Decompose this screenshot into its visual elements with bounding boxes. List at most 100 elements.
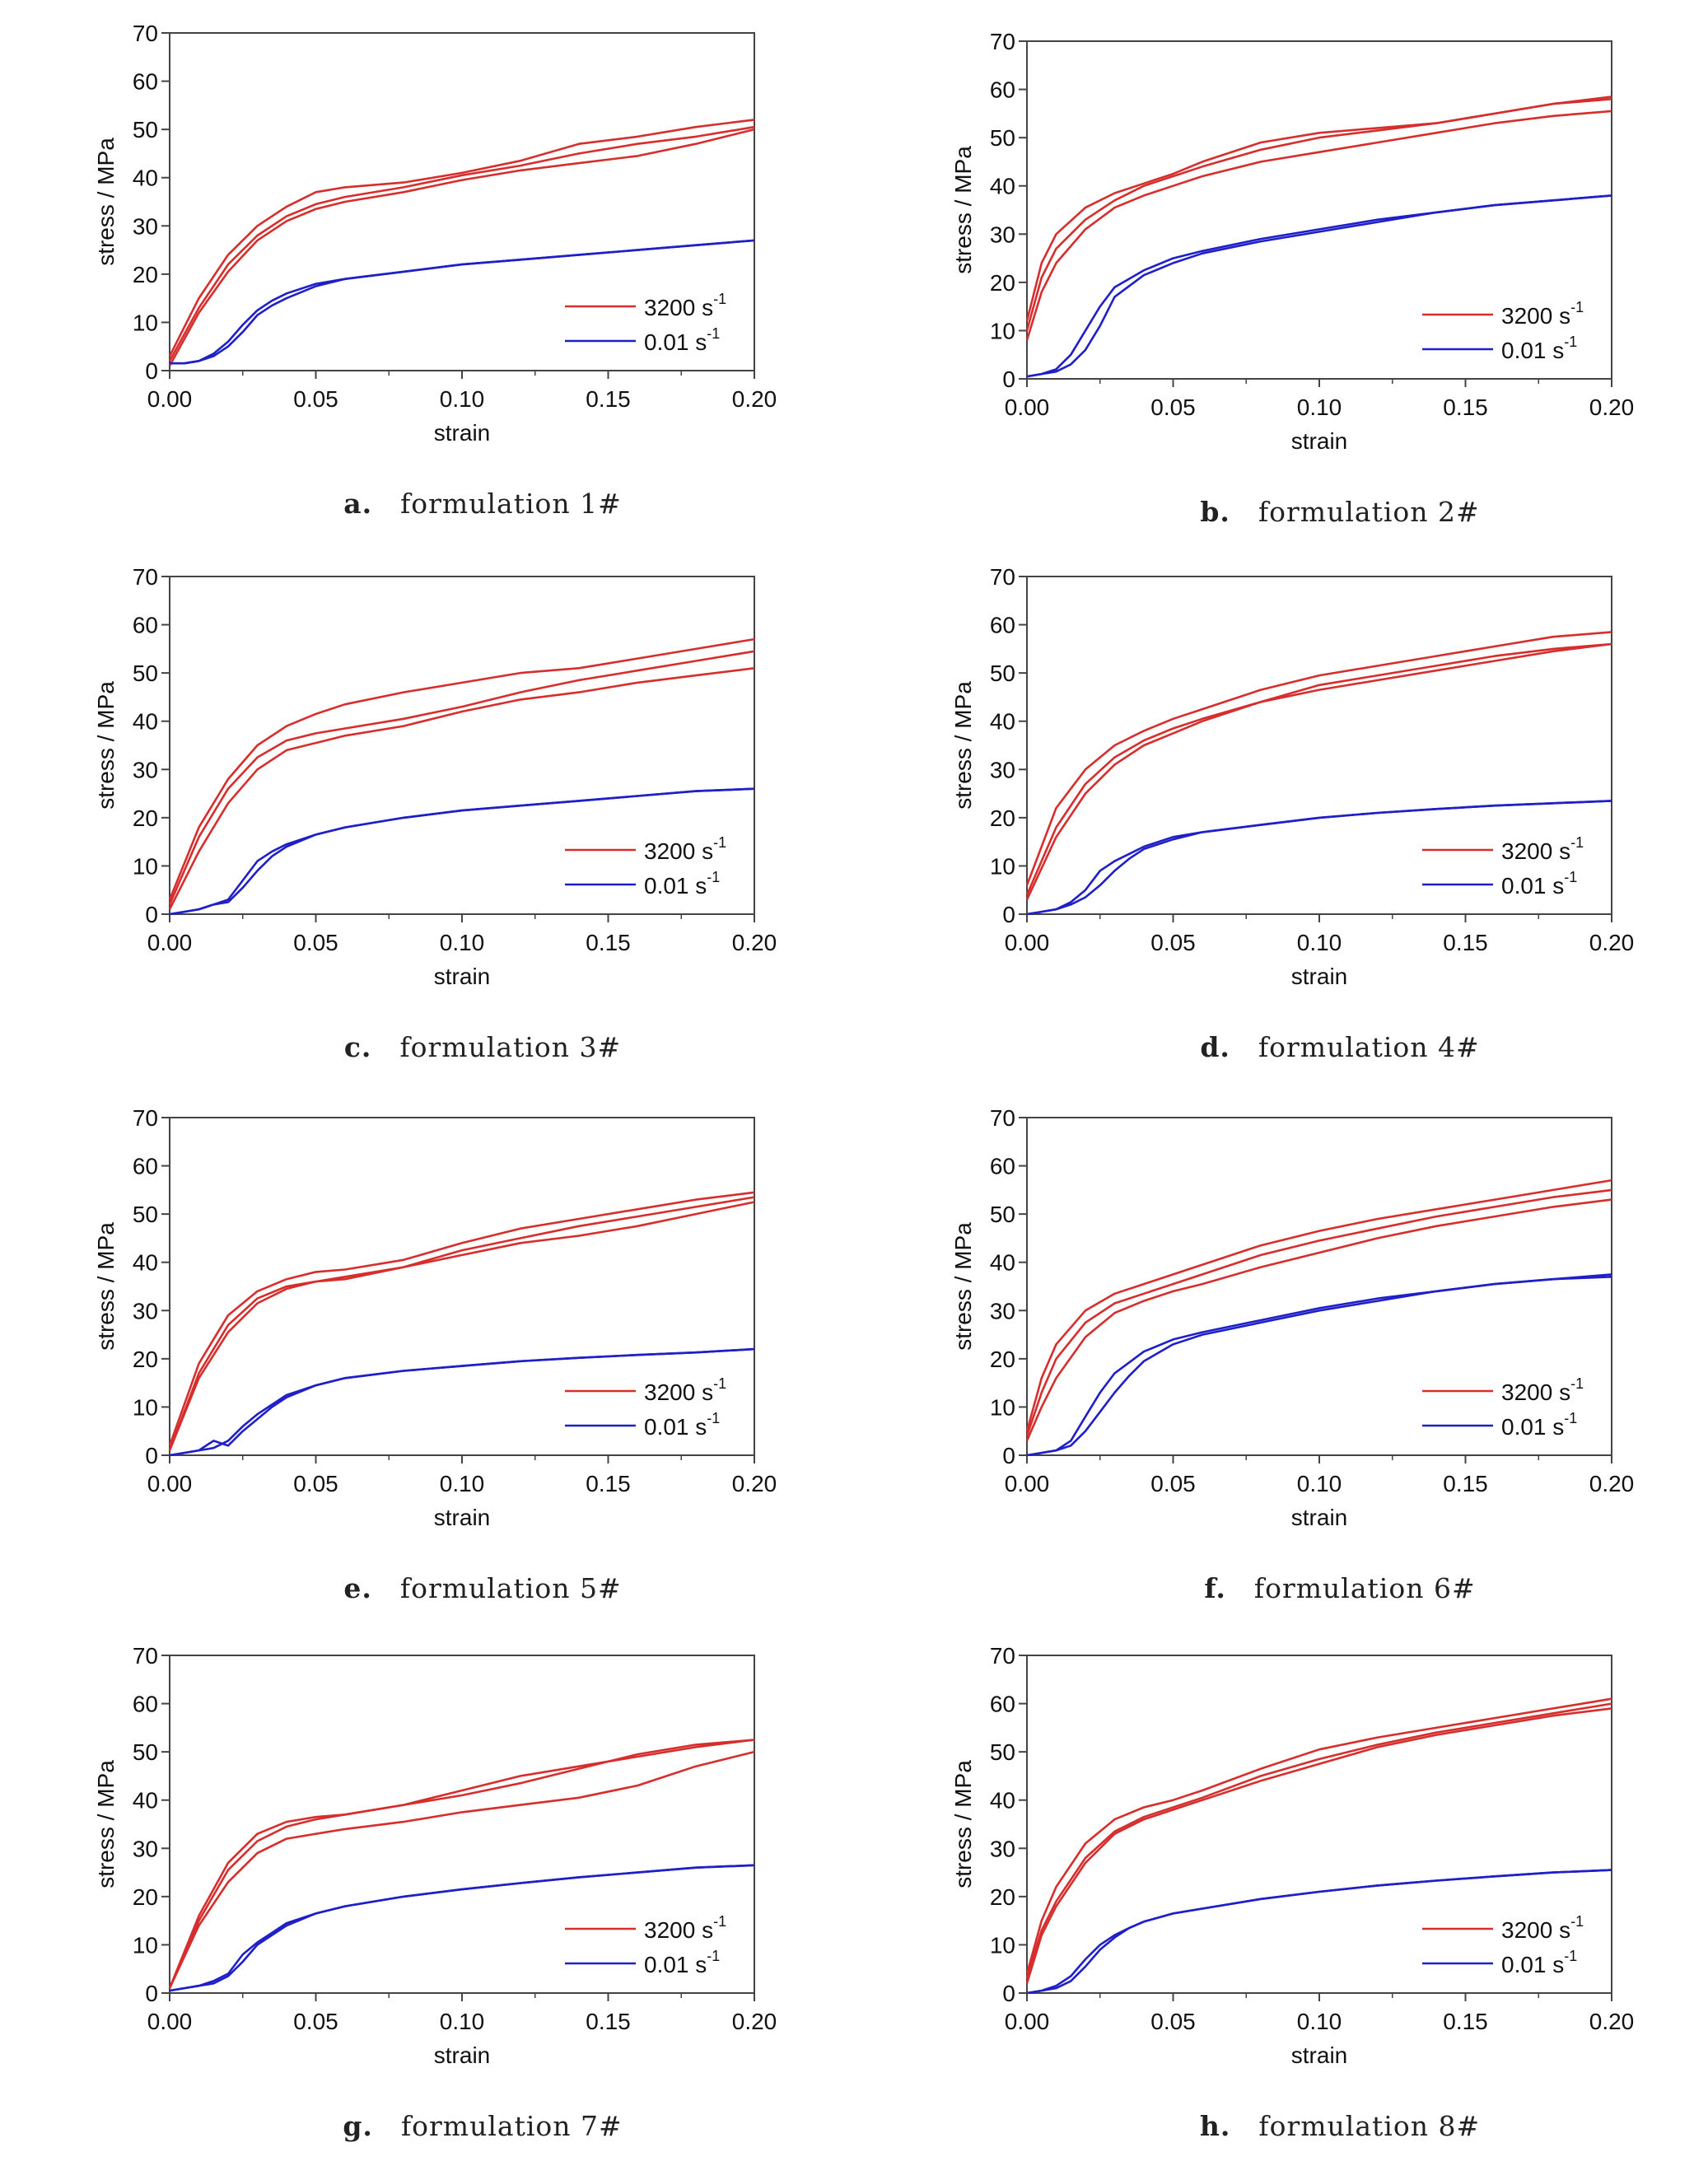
legend-label: 0.01 s-1: [1501, 1410, 1577, 1440]
legend-exponent: -1: [713, 834, 726, 851]
caption-letter: e.: [343, 1572, 372, 1604]
legend-exponent: -1: [707, 869, 720, 885]
y-tick-label: 60: [133, 1692, 158, 1717]
x-tick-label: 0.00: [1005, 930, 1050, 955]
x-tick-label: 0.20: [732, 1471, 777, 1496]
chart-panel-f: 0.00 0.05 0.10 0.15 0.20 0 10 20 30 40 50 60 70 strai…: [936, 1101, 1708, 1628]
y-tick-label: 20: [990, 270, 1015, 296]
panel-caption: b. formulation 2#: [936, 496, 1708, 528]
y-tick-label: 20: [133, 262, 158, 287]
y-axis-label: stress / MPa: [93, 1222, 119, 1351]
y-tick-label: 50: [990, 1202, 1015, 1227]
y-tick-label: 10: [990, 1932, 1015, 1958]
series-line-high-rate: [1025, 1179, 1612, 1432]
legend-label: 3200 s-1: [644, 1913, 726, 1943]
y-tick-label: 60: [133, 69, 158, 95]
y-tick-label: 60: [133, 613, 158, 638]
y-axis-label: stress / MPa: [93, 1760, 119, 1888]
chart-svg: 0.00 0.05 0.10 0.15 0.20 0 10 20 30 40 50 60 70 strai…: [950, 1643, 1634, 2068]
y-tick-label: 0: [1002, 902, 1015, 927]
legend-exponent: -1: [713, 291, 726, 307]
y-tick-label: 70: [990, 564, 1015, 590]
y-tick-label: 60: [990, 1154, 1015, 1179]
y-tick-label: 0: [145, 902, 158, 927]
legend-exponent: -1: [707, 325, 720, 342]
legend-label: 0.01 s-1: [644, 869, 720, 899]
series-line-low-rate: [1026, 800, 1612, 916]
y-tick-label: 70: [990, 1643, 1015, 1669]
x-tick-label: 0.15: [1443, 2009, 1488, 2034]
series-line-low-rate: [169, 787, 755, 916]
x-tick-label: 0.05: [293, 1471, 338, 1496]
series-line-high-rate: [168, 1201, 755, 1451]
series-line-high-rate: [168, 1191, 755, 1446]
series-line-high-rate: [168, 1750, 755, 1989]
x-tick-label: 0.05: [1150, 2009, 1196, 2034]
x-tick-label: 0.00: [1005, 2009, 1050, 2034]
y-tick-label: 20: [133, 1347, 158, 1372]
chart-panel-a: 0.00 0.05 0.10 0.15 0.20 0 10 20 30 40 50 60 70 strai…: [79, 16, 886, 544]
y-tick-label: 0: [145, 358, 158, 384]
chart-panel-h: 0.00 0.05 0.10 0.15 0.20 0 10 20 30 40 50 60 70 strai…: [936, 1639, 1708, 2166]
panel-caption: g. formulation 7#: [79, 2110, 886, 2142]
x-axis-label: strain: [1291, 1505, 1347, 1530]
y-tick-label: 40: [133, 1788, 158, 1814]
x-tick-label: 0.05: [293, 2009, 338, 2034]
x-tick-label: 0.20: [732, 930, 777, 955]
series-line-high-rate: [1025, 1198, 1612, 1441]
y-tick-label: 30: [133, 213, 158, 239]
panel-caption: c. formulation 3#: [79, 1031, 886, 1063]
y-tick-label: 0: [1002, 1443, 1015, 1468]
panel-caption: h. formulation 8#: [936, 2110, 1708, 2142]
chart-svg: 0.00 0.05 0.10 0.15 0.20 0 10 20 30 40 50 60 70 strai…: [950, 29, 1634, 454]
y-tick-label: 10: [133, 853, 158, 879]
y-tick-label: 50: [990, 661, 1015, 686]
legend-exponent: -1: [1564, 1410, 1577, 1426]
y-tick-label: 10: [990, 318, 1015, 343]
x-tick-label: 0.15: [586, 930, 631, 955]
y-tick-label: 70: [990, 29, 1015, 54]
x-axis-label: strain: [1291, 2042, 1347, 2068]
x-axis-label: strain: [1291, 428, 1347, 454]
x-tick-label: 0.00: [147, 2009, 193, 2034]
legend-label: 3200 s-1: [1501, 1913, 1584, 1943]
x-tick-label: 0.05: [1150, 394, 1196, 420]
legend-exponent: -1: [1564, 869, 1577, 885]
y-tick-label: 50: [133, 1202, 158, 1227]
y-tick-label: 10: [990, 1394, 1015, 1420]
chart-svg: 0.00 0.05 0.10 0.15 0.20 0 10 20 30 40 50 60 70 strai…: [950, 564, 1634, 989]
y-tick-label: 0: [145, 1981, 158, 2006]
x-tick-label: 0.15: [586, 386, 631, 412]
caption-text: formulation 3#: [399, 1031, 622, 1063]
chart-panel-e: 0.00 0.05 0.10 0.15 0.20 0 10 20 30 40 50 60 70 strai…: [79, 1101, 886, 1628]
legend-exponent: -1: [1564, 334, 1577, 350]
caption-letter: b.: [1200, 496, 1230, 528]
y-tick-label: 40: [990, 709, 1015, 735]
chart-panel-b: 0.00 0.05 0.10 0.15 0.20 0 10 20 30 40 50 60 70 strai…: [936, 25, 1708, 552]
y-tick-label: 60: [133, 1154, 158, 1179]
caption-letter: h.: [1199, 2110, 1231, 2142]
x-tick-label: 0.10: [1297, 394, 1342, 420]
caption-text: formulation 7#: [400, 2110, 623, 2142]
x-tick-label: 0.00: [147, 386, 193, 412]
chart-svg: 0.00 0.05 0.10 0.15 0.20 0 10 20 30 40 50 60 70 strai…: [93, 21, 777, 446]
x-tick-label: 0.05: [293, 930, 338, 955]
caption-letter: c.: [343, 1031, 372, 1063]
x-axis-label: strain: [434, 2042, 490, 2068]
y-tick-label: 0: [1002, 1981, 1015, 2006]
series-line-low-rate: [170, 239, 755, 365]
y-tick-label: 40: [990, 1250, 1015, 1276]
y-tick-label: 50: [990, 125, 1015, 151]
y-tick-label: 20: [990, 1347, 1015, 1372]
x-tick-label: 0.15: [1443, 1471, 1488, 1496]
series-line-high-rate: [1025, 1188, 1612, 1437]
y-tick-label: 30: [133, 757, 158, 782]
y-tick-label: 30: [133, 1298, 158, 1323]
y-axis-label: stress / MPa: [93, 681, 119, 810]
series-line-high-rate: [1025, 631, 1612, 886]
x-tick-label: 0.20: [1589, 1471, 1635, 1496]
chart-svg: 0.00 0.05 0.10 0.15 0.20 0 10 20 30 40 50 60 70 strai…: [93, 1105, 777, 1530]
series-line-low-rate: [1026, 1869, 1612, 1995]
x-tick-label: 0.00: [147, 930, 193, 955]
x-tick-label: 0.15: [586, 1471, 631, 1496]
